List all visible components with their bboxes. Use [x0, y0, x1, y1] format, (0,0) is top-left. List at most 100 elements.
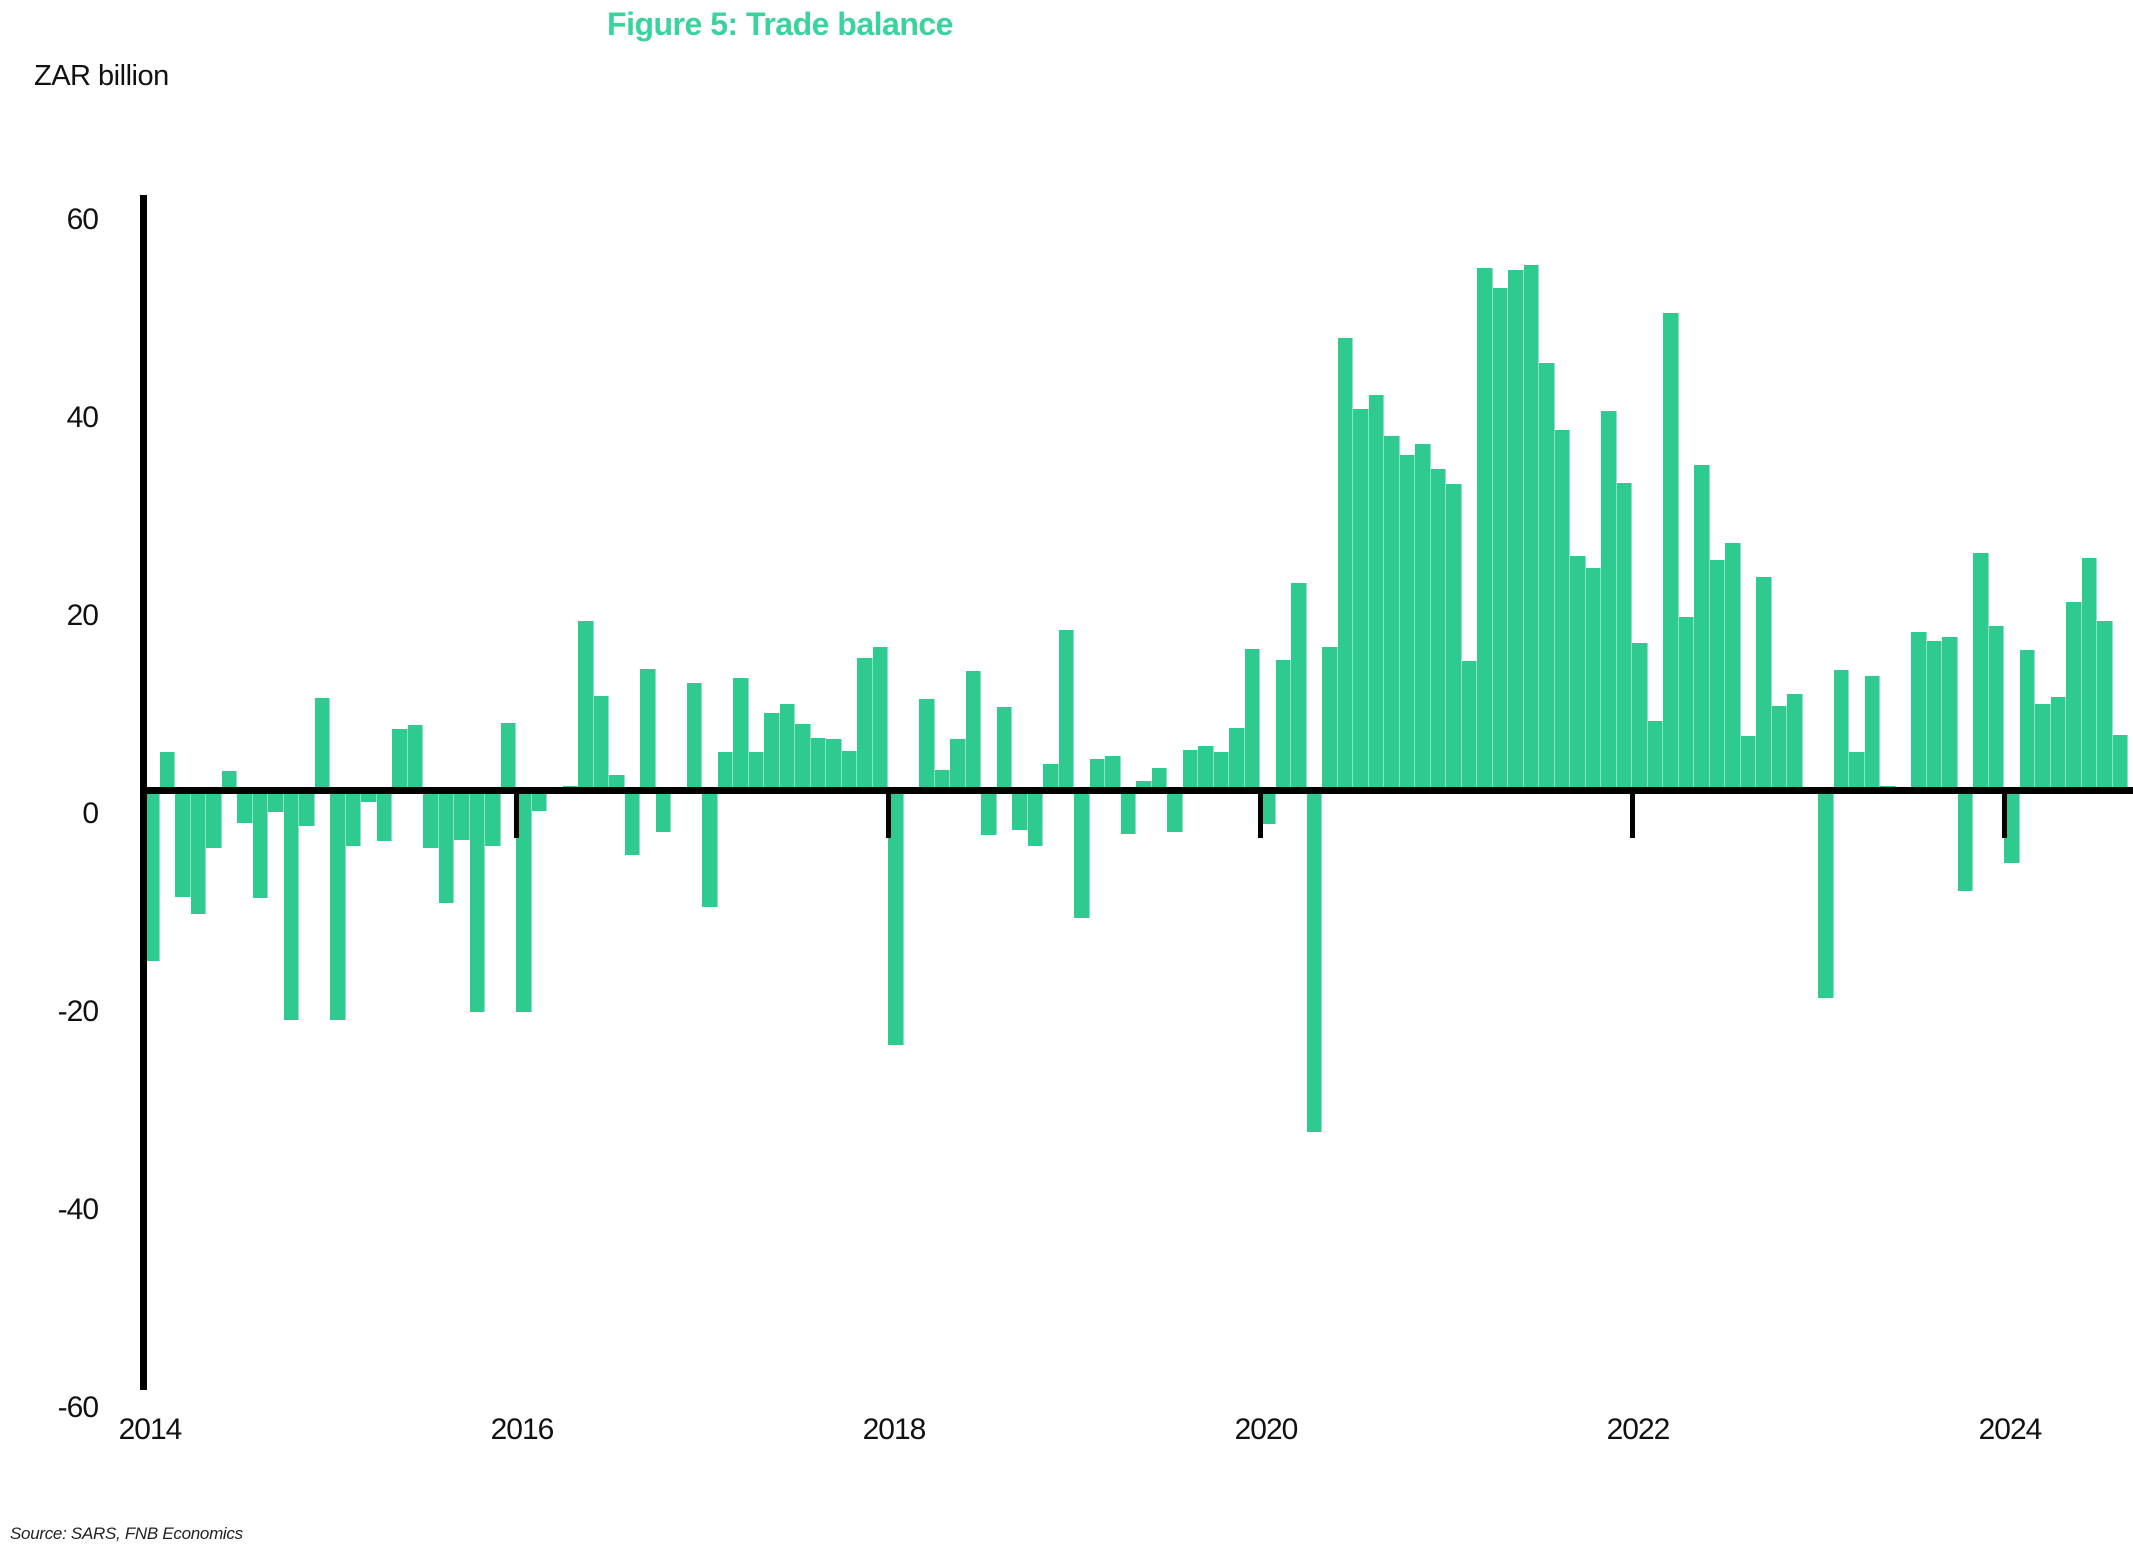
chart-bar-2017-09 [826, 738, 842, 790]
chart-bar-2014-01 [144, 790, 160, 962]
chart-bar-2024-08 [2112, 734, 2128, 790]
chart-bar-2014-09 [268, 790, 284, 812]
chart-bar-2019-09 [1198, 746, 1214, 790]
x-tick-label-2024: 2024 [1978, 1413, 2043, 1446]
chart-bar-2017-04 [748, 752, 764, 790]
chart-bar-2023-08 [1926, 640, 1942, 790]
chart-bar-2015-08 [438, 790, 454, 903]
chart-title: Figure 5: Trade balance [607, 6, 953, 42]
chart-bar-2021-03 [1477, 268, 1493, 790]
chart-bar-2014-07 [237, 790, 253, 823]
chart-bar-2019-02 [1089, 759, 1105, 790]
chart-bar-2021-12 [1616, 483, 1632, 790]
chart-bar-2015-01 [330, 790, 346, 1020]
chart-bar-2017-02 [717, 752, 733, 790]
chart-bar-2018-01 [888, 790, 904, 1046]
chart-bar-2021-10 [1585, 568, 1601, 790]
chart-bar-2014-05 [206, 790, 222, 849]
chart-bar-2020-05 [1322, 647, 1338, 790]
chart-bar-2020-06 [1337, 337, 1353, 790]
chart-bar-2024-02 [2019, 650, 2035, 790]
chart-bar-2024-01 [2004, 790, 2020, 864]
chart-bar-2018-07 [981, 790, 997, 835]
chart-bar-2017-08 [810, 737, 826, 790]
y-tick-label-60: 60 [66, 203, 99, 236]
chart-bar-2022-01 [1632, 643, 1648, 790]
chart-bar-2022-08 [1740, 735, 1756, 790]
chart-bar-2017-06 [779, 703, 795, 790]
chart-bar-2023-11 [1973, 553, 1989, 790]
chart-bar-2018-03 [919, 698, 935, 790]
chart-bar-2021-04 [1492, 288, 1508, 790]
chart-bar-2015-02 [345, 790, 361, 847]
chart-bar-2019-05 [1136, 781, 1152, 790]
chart-bar-2017-11 [857, 658, 873, 790]
chart-bar-2020-02 [1275, 660, 1291, 790]
x-tick-label-2018: 2018 [862, 1413, 927, 1446]
y-tick-label--40: -40 [57, 1193, 99, 1226]
chart-bar-2023-01 [1818, 790, 1834, 998]
chart-bar-2018-09 [1012, 790, 1028, 830]
chart-bar-2017-12 [872, 647, 888, 790]
chart-bar-2022-02 [1647, 720, 1663, 790]
chart-bar-2015-07 [423, 790, 439, 849]
chart-bar-2022-04 [1678, 616, 1694, 790]
x-tick-2014 [141, 790, 147, 838]
chart-bar-2014-06 [221, 771, 237, 790]
chart-bar-2016-05 [578, 620, 594, 790]
chart-bar-2018-12 [1058, 629, 1074, 790]
x-tick-label-2020: 2020 [1234, 1413, 1299, 1446]
chart-bar-2016-02 [531, 790, 547, 811]
chart-bar-2018-10 [1027, 790, 1043, 847]
chart-bar-2015-11 [485, 790, 501, 847]
chart-bar-2020-04 [1306, 790, 1322, 1132]
chart-bar-2019-08 [1182, 750, 1198, 790]
chart-bar-2016-12 [686, 683, 702, 790]
y-tick-label-0: 0 [82, 797, 99, 830]
y-tick-label-40: 40 [66, 401, 99, 434]
chart-bar-2018-08 [996, 706, 1012, 790]
chart-bar-2023-12 [1988, 625, 2004, 790]
chart-bar-2014-10 [283, 790, 299, 1020]
chart-bar-2016-10 [655, 790, 671, 832]
chart-bar-2023-02 [1833, 670, 1849, 790]
chart-bar-2014-08 [252, 790, 268, 898]
chart-bar-2014-02 [159, 752, 175, 790]
x-tick-label-2014: 2014 [118, 1413, 183, 1446]
chart-bar-2023-10 [1957, 790, 1973, 891]
chart-bar-2017-01 [702, 790, 718, 907]
chart-bar-2019-06 [1151, 768, 1167, 790]
chart-bar-2023-03 [1849, 752, 1865, 790]
chart-bar-2014-11 [299, 790, 315, 826]
chart-bar-2024-05 [2066, 601, 2082, 790]
chart-bar-2020-12 [1430, 469, 1446, 790]
chart-bar-2020-03 [1291, 583, 1307, 790]
chart-bar-2022-09 [1756, 577, 1772, 790]
chart-bar-2019-03 [1105, 756, 1121, 790]
chart-bar-2022-11 [1787, 693, 1803, 790]
x-axis-zero-line [140, 786, 2133, 794]
chart-bar-2021-02 [1461, 661, 1477, 790]
y-tick-label-20: 20 [66, 599, 99, 632]
chart-bar-2017-10 [841, 751, 857, 790]
chart-bar-2015-05 [392, 728, 408, 790]
x-tick-2024 [2001, 790, 2007, 838]
chart-bar-2022-07 [1725, 543, 1741, 790]
y-tick-label--20: -20 [57, 995, 99, 1028]
chart-bar-2016-07 [609, 775, 625, 790]
chart-bar-2021-09 [1570, 556, 1586, 790]
x-tick-2016 [513, 790, 519, 838]
chart-bar-2018-11 [1043, 764, 1059, 790]
chart-bar-2018-05 [950, 738, 966, 790]
chart-bar-2021-05 [1508, 270, 1524, 790]
chart-bar-2017-05 [764, 712, 780, 790]
chart-bar-2020-07 [1353, 408, 1369, 790]
x-tick-2018 [885, 790, 891, 838]
chart-bar-2018-06 [965, 671, 981, 790]
chart-bar-2020-09 [1384, 435, 1400, 790]
chart-bar-2016-06 [593, 695, 609, 790]
chart-bar-2017-07 [795, 723, 811, 790]
chart-bar-2015-10 [469, 790, 485, 1012]
chart-bar-2021-11 [1601, 410, 1617, 790]
chart-bar-2023-09 [1942, 636, 1958, 790]
